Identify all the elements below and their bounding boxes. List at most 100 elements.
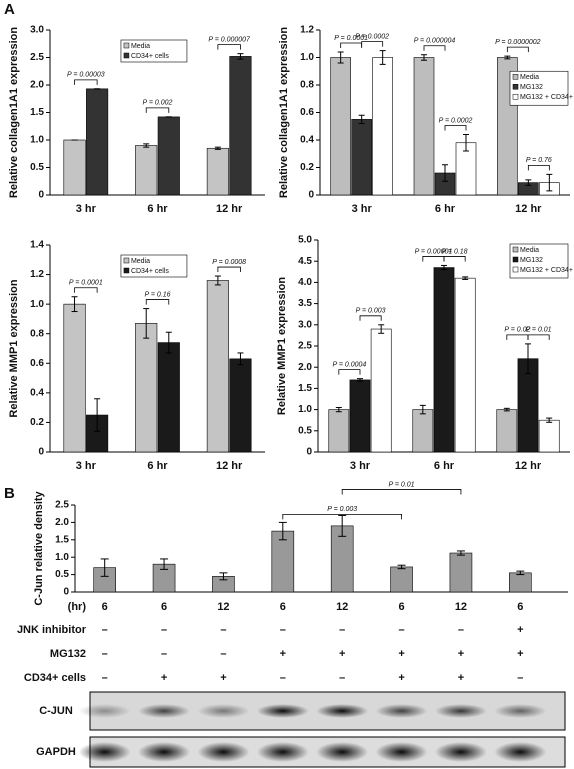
bracket (145, 107, 170, 113)
error-bar (214, 275, 221, 286)
bracket (145, 299, 170, 305)
x-tick-label: 6 (102, 601, 108, 613)
x-tick-label: 3 hr (350, 460, 371, 472)
condition-cell: – (220, 624, 226, 636)
p-value: P = 0.002 (143, 100, 173, 107)
y-tick-label: 2.0 (55, 517, 69, 528)
p-value: P = 0.0001 (69, 280, 103, 287)
error-bar (357, 378, 363, 382)
condition-cell: + (280, 648, 286, 660)
blot-band (316, 742, 369, 762)
blot-band (138, 742, 191, 762)
x-tick-label: 6 (161, 601, 167, 613)
condition-cell: – (161, 624, 167, 636)
legend-label: Media (520, 247, 539, 254)
p-value: P = 0.003 (356, 308, 386, 315)
legend-label: MG132 (520, 257, 543, 264)
bar (328, 409, 350, 453)
x-tick-label: 6 hr (435, 203, 456, 215)
condition-cell: – (102, 624, 108, 636)
error-bar (546, 173, 553, 192)
bar (135, 323, 158, 453)
bar (229, 56, 252, 196)
y-tick-label: 0.5 (55, 569, 69, 580)
error-bar (525, 179, 532, 186)
legend-box (120, 254, 188, 278)
y-tick-label: 0.2 (300, 162, 314, 173)
y-tick-label: 0 (63, 587, 69, 598)
y-tick-label: 0.8 (30, 328, 44, 339)
p-value: P = 0.0000002 (495, 39, 541, 46)
error-bar (546, 417, 553, 423)
legend: Media MG132 MG132 + CD34+ cells (509, 243, 574, 279)
error-bar (237, 352, 244, 366)
y-tick-label: 0.5 (30, 162, 44, 173)
error-bar (456, 550, 465, 556)
y-tick-label: 3.5 (298, 298, 312, 309)
error-bar (337, 51, 344, 64)
blot-band (494, 704, 547, 718)
legend-swatch (123, 52, 130, 59)
y-tick-label: 0.6 (300, 107, 314, 118)
bar (449, 552, 473, 593)
bracket (443, 256, 466, 262)
bracket (341, 489, 462, 495)
bar (206, 147, 229, 196)
blot-band (138, 704, 191, 718)
error-bar (504, 55, 511, 60)
legend-box (120, 39, 188, 63)
p-value: P = 0.18 (442, 248, 468, 255)
legend-box (509, 70, 569, 106)
condition-cell: – (458, 624, 464, 636)
legend-swatch (123, 42, 130, 49)
x-tick-label: 3 hr (76, 203, 97, 215)
bar (372, 57, 393, 196)
p-value: P = 0.0001 (334, 35, 368, 42)
y-tick-label: 0.8 (300, 80, 314, 91)
legend-swatch (512, 94, 519, 100)
bracket (506, 46, 529, 53)
legend-label: MG132 (520, 84, 543, 91)
bracket (422, 256, 445, 262)
bracket (527, 334, 550, 340)
legend-label: MG132 + CD34+ cells (520, 267, 574, 274)
condition-cell: – (280, 624, 286, 636)
y-tick-label: 1.0 (55, 552, 69, 563)
legend-label: Media (520, 74, 539, 81)
bar (370, 328, 392, 453)
y-tick-label: 2.0 (30, 80, 44, 91)
y-tick-label: 0.2 (30, 417, 44, 428)
y-axis-label: Relative MMP1 expression (276, 277, 288, 415)
legend-label: Media (131, 258, 150, 265)
x-tick-label: 6 hr (147, 460, 168, 472)
bar (63, 303, 86, 453)
condition-label: JNK inhibitor (17, 624, 87, 636)
legend-swatch (512, 256, 519, 263)
error-bar (165, 331, 172, 354)
bar (349, 379, 371, 453)
condition-cell: – (220, 648, 226, 660)
condition-cell: + (161, 672, 167, 684)
x-tick-label: 6 hr (434, 460, 455, 472)
y-tick-label: 3.0 (298, 319, 312, 330)
legend-swatch (512, 74, 519, 80)
bracket (340, 42, 363, 48)
error-bar (463, 134, 469, 152)
x-tick-label: 6 hr (147, 203, 168, 215)
blot-label: C-JUN (39, 705, 73, 717)
condition-cell: – (280, 672, 286, 684)
x-tick-label: 6 (280, 601, 286, 613)
blot-band (375, 742, 428, 762)
p-value: P = 0.00001 (415, 248, 453, 255)
x-tick-label: 6 (399, 601, 405, 613)
y-tick-label: 1.5 (55, 534, 69, 545)
condition-cell: + (517, 624, 523, 636)
p-value: P = 0.0008 (212, 259, 246, 266)
legend-label: MG132 + CD34+ cells (520, 94, 574, 101)
bracket (217, 266, 241, 273)
error-bar (516, 570, 525, 576)
p-value: P = 0.76 (526, 157, 552, 164)
y-tick-label: 0 (306, 447, 312, 458)
y-tick-label: 5.0 (298, 235, 312, 246)
